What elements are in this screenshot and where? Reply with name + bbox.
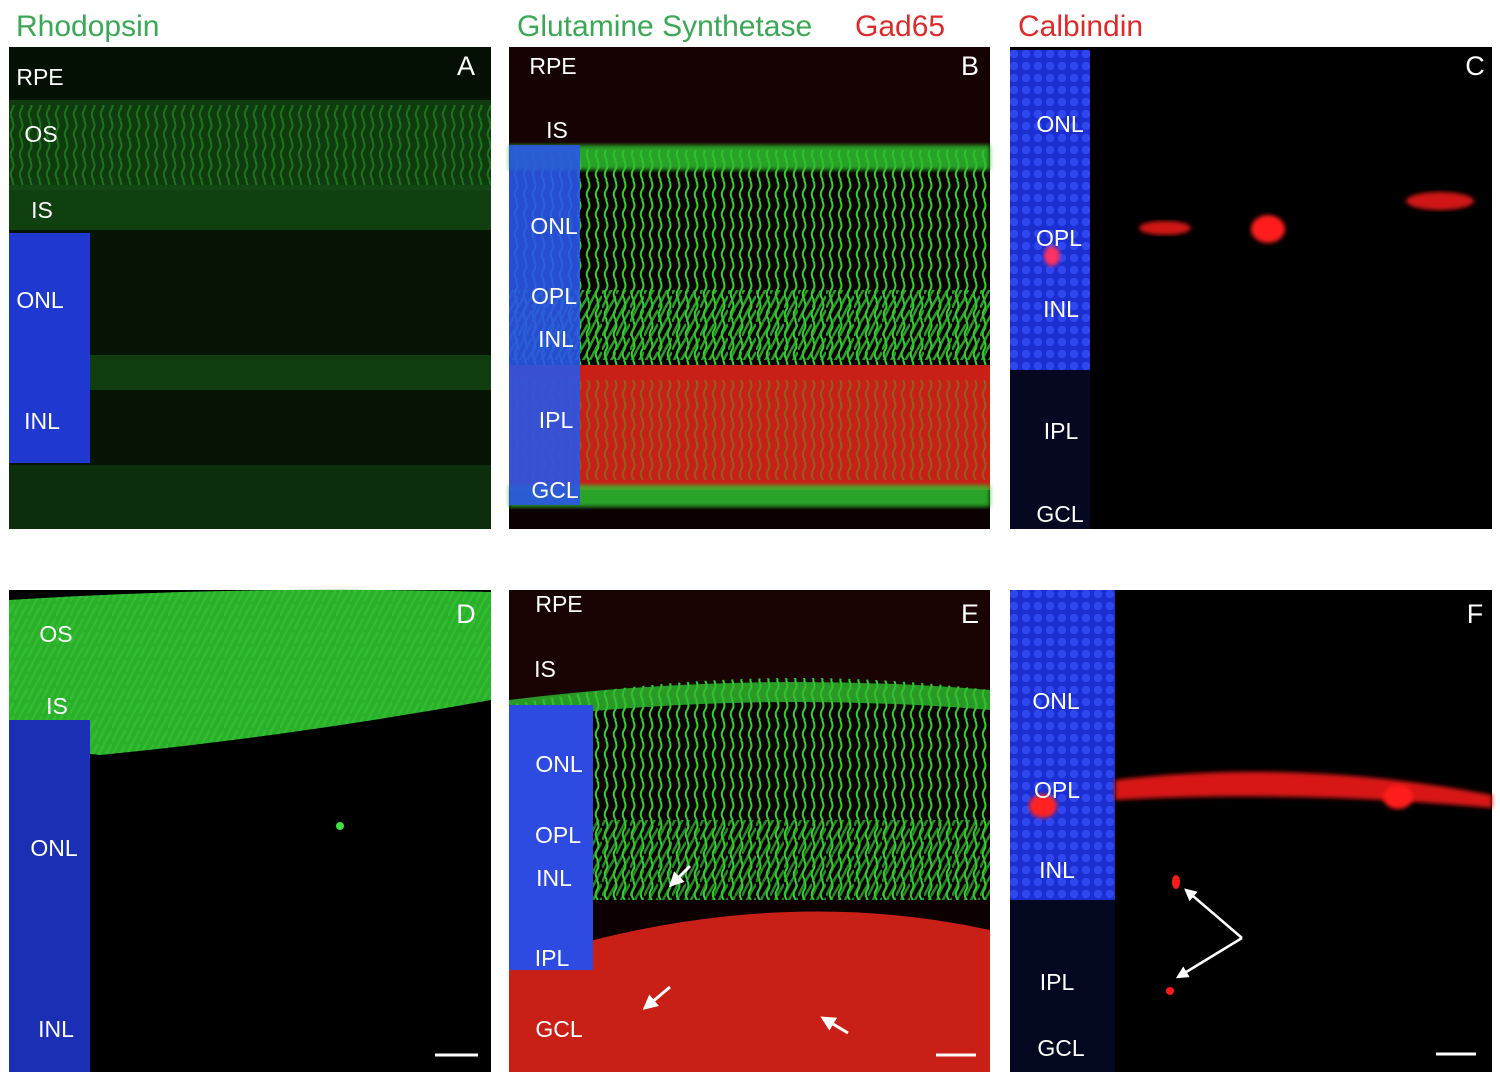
layer-label: GCL <box>535 1016 583 1042</box>
layer-label: OPL <box>531 283 577 309</box>
layer-label: RPE <box>16 64 63 90</box>
header: Rhodopsin <box>16 10 159 43</box>
layer-label: ONL <box>1036 111 1084 137</box>
panel-image <box>1010 590 1492 1072</box>
arrow <box>1175 936 1243 979</box>
layer-label: IPL <box>535 945 570 971</box>
layer-label: ONL <box>1032 688 1080 714</box>
panel-image <box>1010 47 1492 529</box>
layer-label: INL <box>536 865 572 891</box>
layer-label: GCL <box>531 477 579 503</box>
layer-label: RPE <box>535 591 582 617</box>
panel-image <box>9 47 491 529</box>
layer-label: INL <box>1043 296 1079 322</box>
arrow <box>642 985 671 1010</box>
layer-label: INL <box>24 408 60 434</box>
header: Calbindin <box>1018 10 1143 43</box>
layer-label: INL <box>538 326 574 352</box>
layer-label: RPE <box>529 53 576 79</box>
layer-label: OPL <box>1034 777 1080 803</box>
header: Glutamine Synthetase <box>517 10 812 43</box>
panel-letter: F <box>1467 599 1484 629</box>
layer-label: ONL <box>535 751 583 777</box>
layer-label: OPL <box>1036 225 1082 251</box>
panel-image <box>509 590 990 1072</box>
panel-letter: A <box>457 51 475 81</box>
panel-image <box>9 589 491 1072</box>
layer-label: INL <box>38 1016 74 1042</box>
layer-label: OS <box>39 621 72 647</box>
panel-letter: E <box>961 599 979 629</box>
layer-label: IPL <box>1040 969 1075 995</box>
layer-label: ONL <box>530 213 578 239</box>
arrow <box>1184 888 1243 939</box>
layer-label: IPL <box>1044 418 1079 444</box>
layer-label: OS <box>24 121 57 147</box>
panel-letter: B <box>961 51 979 81</box>
layer-label: GCL <box>1037 1035 1085 1061</box>
header: Gad65 <box>855 10 945 43</box>
layer-label: ONL <box>30 835 78 861</box>
layer-label: GCL <box>1036 501 1084 527</box>
layer-label: IS <box>546 117 568 143</box>
layer-label: IS <box>534 656 556 682</box>
panel-image <box>509 47 990 529</box>
arrow <box>820 1016 849 1035</box>
layer-label: INL <box>1039 857 1075 883</box>
layer-label: ONL <box>16 287 64 313</box>
panel-letter: C <box>1465 51 1485 81</box>
layer-label: OPL <box>535 822 581 848</box>
arrow <box>668 864 692 888</box>
layer-label: IS <box>31 197 53 223</box>
layer-label: IS <box>46 693 68 719</box>
panel-letter: D <box>456 599 476 629</box>
layer-label: IPL <box>539 407 574 433</box>
